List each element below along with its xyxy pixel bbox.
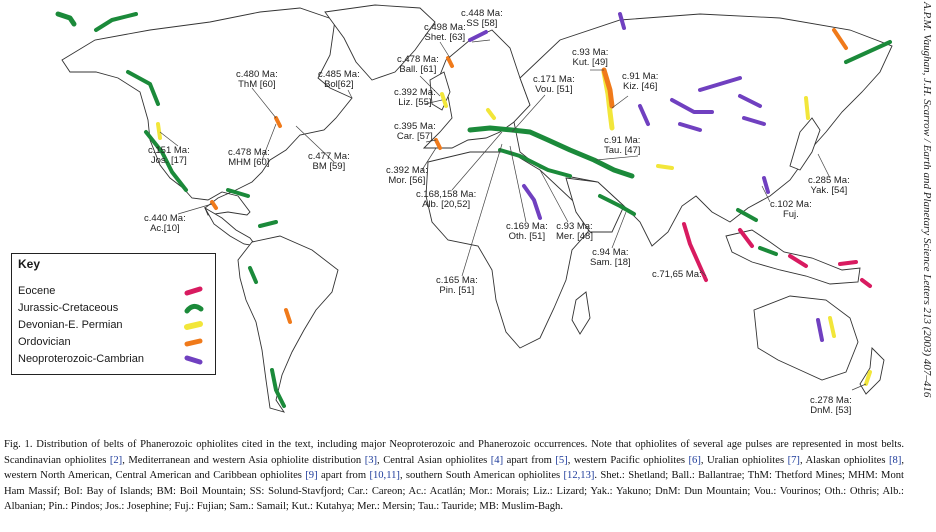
journal-side-caption: A.P.M. Vaughan, J.H. Scarrow / Earth and… — [921, 2, 933, 398]
figure-caption: Fig. 1. Distribution of belts of Phanero… — [4, 439, 905, 513]
label-mersin: c.93 Ma: Mer. [48] — [556, 221, 593, 242]
australia — [753, 295, 859, 381]
south-america — [237, 235, 339, 413]
label-dun-mountain-71: c.71,65 Ma: — [652, 269, 702, 280]
citation-link[interactable]: [10,11] — [369, 470, 400, 482]
new-zealand — [859, 347, 885, 395]
label-albanian: c.168,158 Ma: Alb. [20,52] — [416, 189, 477, 210]
label-mont-ham-massif: c.478 Ma: MHM [60] — [228, 147, 270, 168]
label-careon: c.395 Ma: Car. [57] — [394, 121, 436, 142]
legend-label: Neoproterozoic-Cambrian — [18, 353, 144, 365]
madagascar — [571, 291, 591, 335]
belts-ordovician — [210, 28, 848, 324]
belts-eocene — [682, 222, 872, 288]
legend: Key Eocene Jurassic-Cretaceous Devonian-… — [11, 253, 216, 375]
legend-swatch — [184, 286, 203, 296]
label-bay-of-islands: c.485 Ma: Bol[62] — [318, 69, 360, 90]
label-boil-mountain: c.477 Ma: BM [59] — [308, 151, 350, 172]
citation-link[interactable]: [6] — [688, 454, 701, 466]
citation-link[interactable]: [5] — [555, 454, 568, 466]
legend-swatch — [184, 338, 203, 347]
world-map — [55, 4, 893, 413]
label-pindos: c.165 Ma: Pin. [51] — [436, 275, 478, 296]
citation-link[interactable]: [8] — [889, 454, 902, 466]
leader-lines — [159, 39, 867, 391]
belts-devonian-permian — [156, 69, 872, 386]
citation-link[interactable]: [2] — [109, 454, 123, 466]
label-dun-mountain: c.278 Ma: DnM. [53] — [810, 395, 852, 416]
north-america — [61, 7, 353, 216]
greenland — [324, 4, 436, 81]
label-acatlan: c.440 Ma: Ac.[10] — [144, 213, 186, 234]
world-map-panel: c.498 Ma: Shet. [63] c.448 Ma: SS [58] c… — [11, 4, 893, 416]
label-thetford-mines: c.480 Ma: ThM [60] — [236, 69, 278, 90]
belts-jurassic-cretaceous — [55, 11, 892, 408]
label-tauride: c.91 Ma: Tau. [47] — [604, 135, 641, 156]
legend-title: Key — [18, 257, 41, 271]
label-othris: c.169 Ma: Oth. [51] — [506, 221, 548, 242]
africa — [425, 151, 593, 349]
legend-swatch — [184, 303, 204, 314]
legend-label: Jurassic-Cretaceous — [18, 302, 119, 314]
legend-item-devonian-permian: Devonian-E. Permian — [18, 319, 208, 333]
label-solund-stavfjord: c.448 Ma: SS [58] — [461, 8, 503, 29]
label-morais: c.392 Ma: Mor. [56] — [386, 165, 428, 186]
citation-link[interactable]: [7] — [787, 454, 800, 466]
label-yakuno: c.285 Ma: Yak. [54] — [808, 175, 850, 196]
legend-swatch — [184, 321, 203, 330]
label-samail: c.94 Ma: Sam. [18] — [590, 247, 631, 268]
legend-label: Devonian-E. Permian — [18, 319, 123, 331]
citation-link[interactable]: [4] — [490, 454, 504, 466]
label-ballantrae: c.478 Ma: Ball. [61] — [397, 54, 439, 75]
legend-item-ordovician: Ordovician — [18, 336, 208, 350]
legend-label: Eocene — [18, 285, 56, 297]
citation-link[interactable]: [3] — [364, 454, 378, 466]
legend-label: Ordovician — [18, 336, 71, 348]
label-kizildag: c.91 Ma: Kiz. [46] — [622, 71, 659, 92]
legend-swatch — [184, 355, 203, 365]
japan — [789, 117, 821, 171]
legend-item-eocene: Eocene — [18, 285, 208, 299]
label-josephine: c.151 Ma: Jos. [17] — [148, 145, 190, 166]
label-kutahya: c.93 Ma: Kut. [49] — [572, 47, 609, 68]
citation-link[interactable]: [9] — [305, 470, 318, 482]
citation-link[interactable]: [12,13] — [563, 470, 595, 482]
label-vourinos: c.171 Ma: Vou. [51] — [533, 74, 575, 95]
label-fujian: c.102 Ma: Fuj. — [770, 199, 812, 220]
legend-item-neoproterozoic-cambrian: Neoproterozoic-Cambrian — [18, 353, 208, 367]
label-lizard: c.392 Ma: Liz. [55] — [394, 87, 436, 108]
legend-item-jurassic-cretaceous: Jurassic-Cretaceous — [18, 302, 208, 316]
belts-neoproterozoic-cambrian — [468, 12, 824, 342]
label-shetland: c.498 Ma: Shet. [63] — [424, 22, 466, 43]
